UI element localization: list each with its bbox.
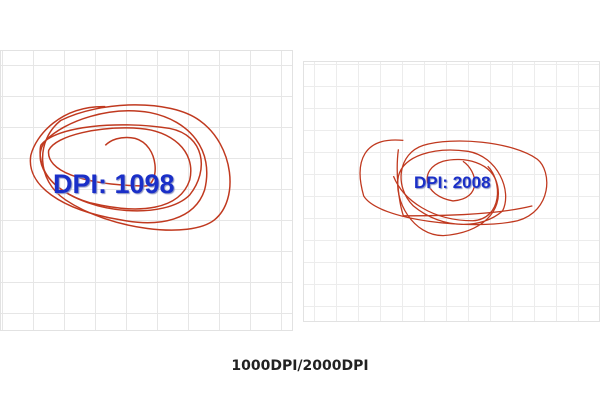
dpi-label: DPI: 2008: [414, 173, 491, 192]
dpi-1000-sample-panel: DPI: 1098: [0, 50, 293, 331]
caption: 1000DPI/2000DPI: [231, 358, 369, 374]
scribble-drawing: [359, 139, 548, 237]
dpi-2000-sample-panel: DPI: 2008: [303, 61, 600, 322]
dpi-label: DPI: 1098: [53, 169, 175, 199]
scribble-drawing: [29, 104, 231, 231]
